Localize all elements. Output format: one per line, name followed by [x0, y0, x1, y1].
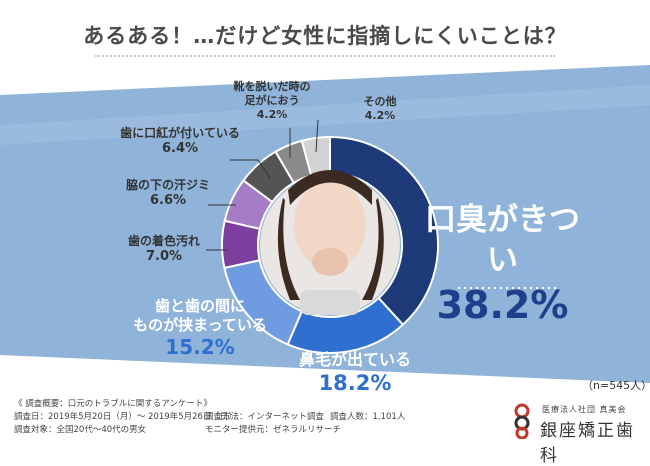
page-title: あるある！…だけど女性に指摘しにくいことは？ — [83, 24, 567, 48]
survey-heading: 《 調査概要：口元のトラブルに関するアンケート》 — [14, 399, 212, 409]
label-other: その他 4.2% — [363, 95, 397, 122]
clinic-logo-icon — [514, 403, 530, 439]
infographic: あるある！…だけど女性に指摘しにくいことは？ その他 4.2% 靴を脱いだ — [0, 24, 650, 466]
clinic-name: 銀座矯正歯科 — [540, 421, 635, 466]
photo-placeholder — [260, 170, 400, 315]
label-bad-breath: 口臭がきつい 38.2% — [425, 202, 580, 327]
survey-count: 調査人数：1,101人 — [330, 412, 406, 422]
survey-method: 調査方法：インターネット調査 — [205, 412, 325, 422]
survey-provider: モニター提供元：ゼネラルリサーチ — [205, 425, 342, 435]
clinic-corp-name: 医療法人社団 真美会 — [542, 405, 627, 414]
donut-chart — [206, 119, 439, 353]
label-nose-hair: 鼻毛が出ている 18.2% — [298, 350, 411, 395]
survey-period: 調査日：2019年5月20日（月）～ 2019年5月26日（日） — [14, 412, 237, 422]
label-food-stuck: 歯と歯の間に ものが挟まっている 15.2% — [133, 297, 267, 359]
label-tooth-stain: 歯の着色汚れ 7.0% — [127, 234, 200, 264]
leader-lines — [206, 119, 319, 251]
label-lipstick: 歯に口紅が付いている 6.4% — [120, 126, 240, 156]
title-underline — [95, 55, 555, 57]
donut-slice-0 — [329, 135, 439, 327]
label-armpit: 脇の下の汗ジミ 6.6% — [125, 178, 210, 208]
survey-target: 調査対象：全国20代～40代の男女 — [14, 425, 147, 435]
label-feet-smell: 靴を脱いだ時の 足がにおう 4.2% — [233, 80, 311, 121]
sample-size-note: （n=545人） — [582, 379, 650, 392]
